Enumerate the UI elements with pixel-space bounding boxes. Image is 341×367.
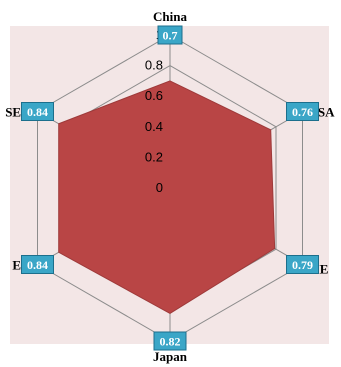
data-label-text: 0.82: [160, 335, 181, 349]
data-label-text: 0.79: [292, 258, 313, 272]
tick-label: 0.2: [145, 149, 163, 164]
data-label-box: [286, 102, 320, 121]
data-label-text: 0.84: [27, 258, 48, 272]
data-label-box: [157, 25, 183, 45]
data-label-eu: 0.84: [20, 255, 54, 274]
data-labels: 0.7 0.76 0.79 0.82 0.84 0.84: [20, 25, 320, 351]
data-label-box: [286, 255, 320, 274]
category-label-china: China: [153, 9, 187, 24]
data-label-usa: 0.76: [286, 102, 320, 121]
tick-label: 0.4: [145, 119, 163, 134]
tick-label: 0: [156, 180, 163, 195]
data-label-text: 0.76: [292, 105, 313, 119]
tick-label: 0.8: [145, 58, 163, 73]
data-label-me: 0.79: [286, 255, 320, 274]
radar-series: [58, 80, 276, 315]
data-label-text: 0.7: [163, 29, 178, 43]
data-label-box: [153, 331, 187, 351]
tick-label: 0.6: [145, 88, 163, 103]
category-label-japan: Japan: [153, 349, 188, 364]
data-label-box: [20, 102, 54, 121]
data-label-text: 0.84: [27, 105, 48, 119]
data-label-sea: 0.84: [20, 102, 54, 121]
data-label-china: 0.7: [157, 25, 183, 45]
data-label-japan: 0.82: [153, 331, 187, 351]
series-area: [58, 80, 276, 315]
data-label-box: [20, 255, 54, 274]
